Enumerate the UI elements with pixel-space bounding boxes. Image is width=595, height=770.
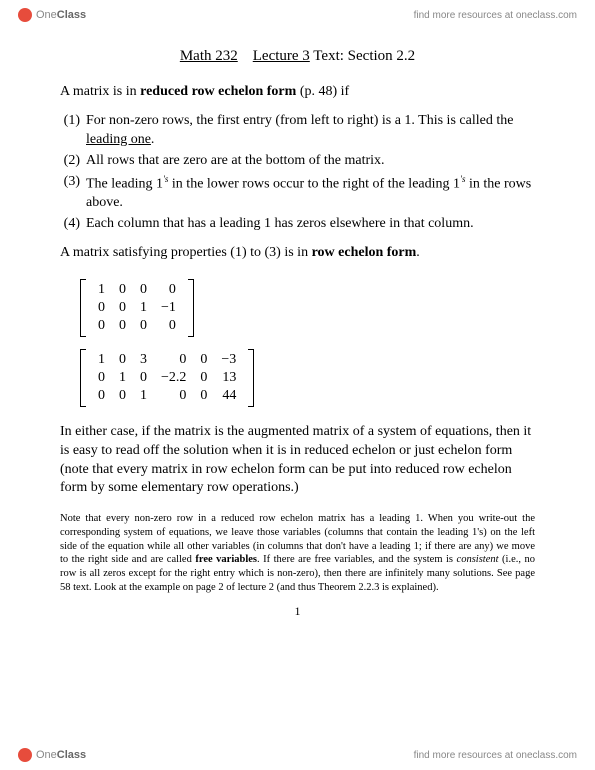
intro-post: (p. 48) if (296, 84, 349, 99)
list-item: (4) Each column that has a leading 1 has… (60, 215, 535, 234)
matrix-cell: 0 (91, 299, 112, 317)
matrix-cell: 0 (112, 299, 133, 317)
matrix-cell: 0 (91, 387, 112, 405)
item-num: (4) (60, 215, 86, 234)
matrix-cell: 44 (214, 387, 243, 405)
list-item: (2) All rows that are zero are at the bo… (60, 152, 535, 171)
matrix-cell: 0 (112, 281, 133, 299)
matrix-1: 1000001−10000 (60, 273, 535, 343)
definition-list: (1) For non-zero rows, the first entry (… (60, 112, 535, 234)
bottom-bar: OneClass find more resources at oneclass… (0, 740, 595, 770)
title-lecture: Lecture 3 (253, 48, 310, 64)
item-text: All rows that are zero are at the bottom… (86, 152, 535, 171)
page-content: Math 232 Lecture 3 Text: Section 2.2 A m… (60, 38, 535, 732)
item-num: (1) (60, 112, 86, 150)
matrix-cell: 0 (91, 317, 112, 335)
matrix-cell: 1 (133, 387, 154, 405)
mid-pre: A matrix satisfying properties (1) to (3… (60, 245, 312, 260)
mid-post: . (416, 245, 420, 260)
brand-one: One (36, 9, 57, 21)
mid-para: A matrix satisfying properties (1) to (3… (60, 244, 535, 263)
matrix-cell: 0 (154, 281, 183, 299)
matrix-cell: 1 (112, 369, 133, 387)
matrix-cell: 0 (193, 369, 214, 387)
matrix-cell: 0 (91, 369, 112, 387)
top-link[interactable]: find more resources at oneclass.com (414, 10, 577, 21)
matrix-cell: 0 (154, 351, 193, 369)
title-line: Math 232 Lecture 3 Text: Section 2.2 (60, 48, 535, 65)
brand-logo-icon (18, 748, 32, 762)
brand-logo-icon (18, 8, 32, 22)
right-bracket-icon (188, 279, 194, 337)
matrix-body: 10300−3010−2.20130010044 (86, 349, 248, 407)
mid-bold: row echelon form (312, 245, 417, 260)
matrix-cell: 0 (154, 387, 193, 405)
matrix-2: 10300−3010−2.20130010044 (60, 343, 535, 413)
matrix-cell: 0 (193, 387, 214, 405)
item-text: Each column that has a leading 1 has zer… (86, 215, 535, 234)
matrix-cell: 0 (154, 317, 183, 335)
brand-text: OneClass (36, 749, 86, 761)
matrix-cell: 1 (91, 281, 112, 299)
matrix-cell: −2.2 (154, 369, 193, 387)
brand-top: OneClass (18, 8, 86, 22)
page-number: 1 (60, 604, 535, 619)
intro-pre: A matrix is in (60, 84, 140, 99)
matrix-cell: 0 (112, 351, 133, 369)
title-course: Math 232 (180, 48, 238, 64)
matrix-cell: 1 (91, 351, 112, 369)
item-num: (2) (60, 152, 86, 171)
right-bracket-icon (248, 349, 254, 407)
list-item: (1) For non-zero rows, the first entry (… (60, 112, 535, 150)
matrix-cell: −3 (214, 351, 243, 369)
note-para: Note that every non-zero row in a reduce… (60, 512, 535, 594)
explain-para: In either case, if the matrix is the aug… (60, 423, 535, 499)
matrix-cell: 0 (112, 387, 133, 405)
item-text: For non-zero rows, the first entry (from… (86, 112, 535, 150)
matrix-cell: −1 (154, 299, 183, 317)
list-item: (3) The leading 1's in the lower rows oc… (60, 173, 535, 213)
title-rest: Text: Section 2.2 (313, 48, 415, 64)
brand-text: OneClass (36, 9, 86, 21)
intro-para: A matrix is in reduced row echelon form … (60, 83, 535, 102)
matrix-cell: 0 (193, 351, 214, 369)
matrix-cell: 0 (133, 369, 154, 387)
matrix-cell: 13 (214, 369, 243, 387)
brand-one: One (36, 749, 57, 761)
bottom-link[interactable]: find more resources at oneclass.com (414, 750, 577, 761)
item-num: (3) (60, 173, 86, 213)
intro-bold: reduced row echelon form (140, 84, 296, 99)
top-bar: OneClass find more resources at oneclass… (0, 0, 595, 30)
brand-class: Class (57, 9, 86, 21)
matrix-cell: 0 (112, 317, 133, 335)
item-text: The leading 1's in the lower rows occur … (86, 173, 535, 213)
matrix-cell: 0 (133, 317, 154, 335)
matrix-cell: 0 (133, 281, 154, 299)
matrix-cell: 3 (133, 351, 154, 369)
brand-class: Class (57, 749, 86, 761)
matrix-body: 1000001−10000 (86, 279, 188, 337)
matrix-cell: 1 (133, 299, 154, 317)
brand-bottom: OneClass (18, 748, 86, 762)
